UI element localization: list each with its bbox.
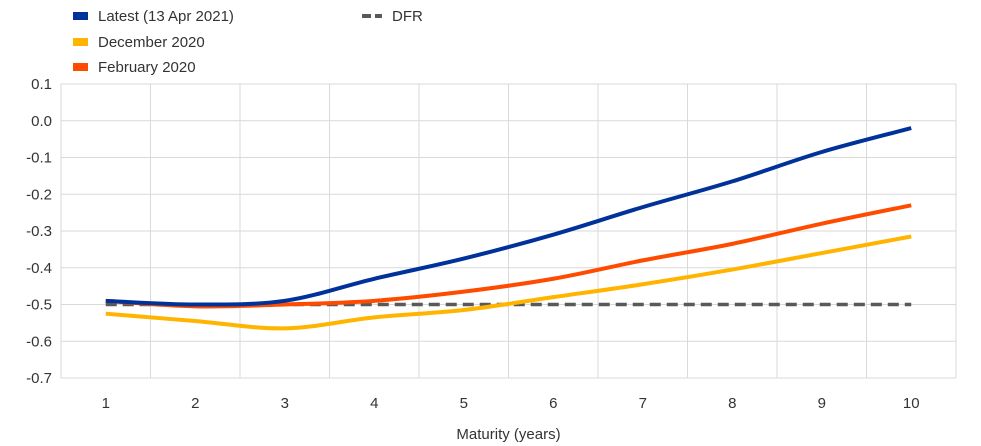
x-tick-label: 2: [191, 395, 199, 412]
legend: Latest (13 Apr 2021) December 2020 Februar…: [73, 8, 423, 76]
y-tick-label: 0.1: [31, 76, 52, 93]
y-tick-label: -0.2: [26, 186, 52, 203]
legend-label: December 2020: [98, 34, 205, 51]
x-tick-label: 4: [370, 395, 378, 412]
x-axis-tick-labels: 1 2 3 4 5 6 7 8 9 10: [102, 395, 920, 412]
gridlines: [60, 83, 957, 379]
y-tick-label: -0.7: [26, 370, 52, 387]
series-lines: [105, 126, 912, 331]
series-line-december-2020: [105, 234, 912, 331]
legend-swatch: [73, 12, 88, 20]
x-tick-label: 7: [639, 395, 647, 412]
legend-label: Latest (13 Apr 2021): [98, 8, 234, 25]
series-line-latest-13-apr-2021: [105, 126, 912, 307]
x-tick-label: 3: [281, 395, 289, 412]
y-tick-label: 0.0: [31, 113, 52, 130]
y-tick-label: -0.6: [26, 333, 52, 350]
x-tick-label: 6: [549, 395, 557, 412]
x-axis-title: Maturity (years): [456, 426, 560, 443]
y-tick-label: -0.5: [26, 297, 52, 314]
x-tick-label: 8: [728, 395, 736, 412]
y-tick-label: -0.3: [26, 223, 52, 240]
x-tick-label: 5: [460, 395, 468, 412]
x-tick-label: 10: [903, 395, 920, 412]
y-tick-label: -0.1: [26, 150, 52, 167]
y-tick-label: -0.4: [26, 260, 52, 277]
legend-swatch: [73, 38, 88, 46]
legend-label: February 2020: [98, 59, 196, 76]
legend-label: DFR: [392, 8, 423, 25]
x-tick-label: 9: [818, 395, 826, 412]
y-axis-tick-labels: 0.1 0.0 -0.1 -0.2 -0.3 -0.4 -0.5 -0.6 -0.7: [26, 76, 52, 387]
legend-swatch: [73, 63, 88, 71]
x-tick-label: 1: [102, 395, 110, 412]
